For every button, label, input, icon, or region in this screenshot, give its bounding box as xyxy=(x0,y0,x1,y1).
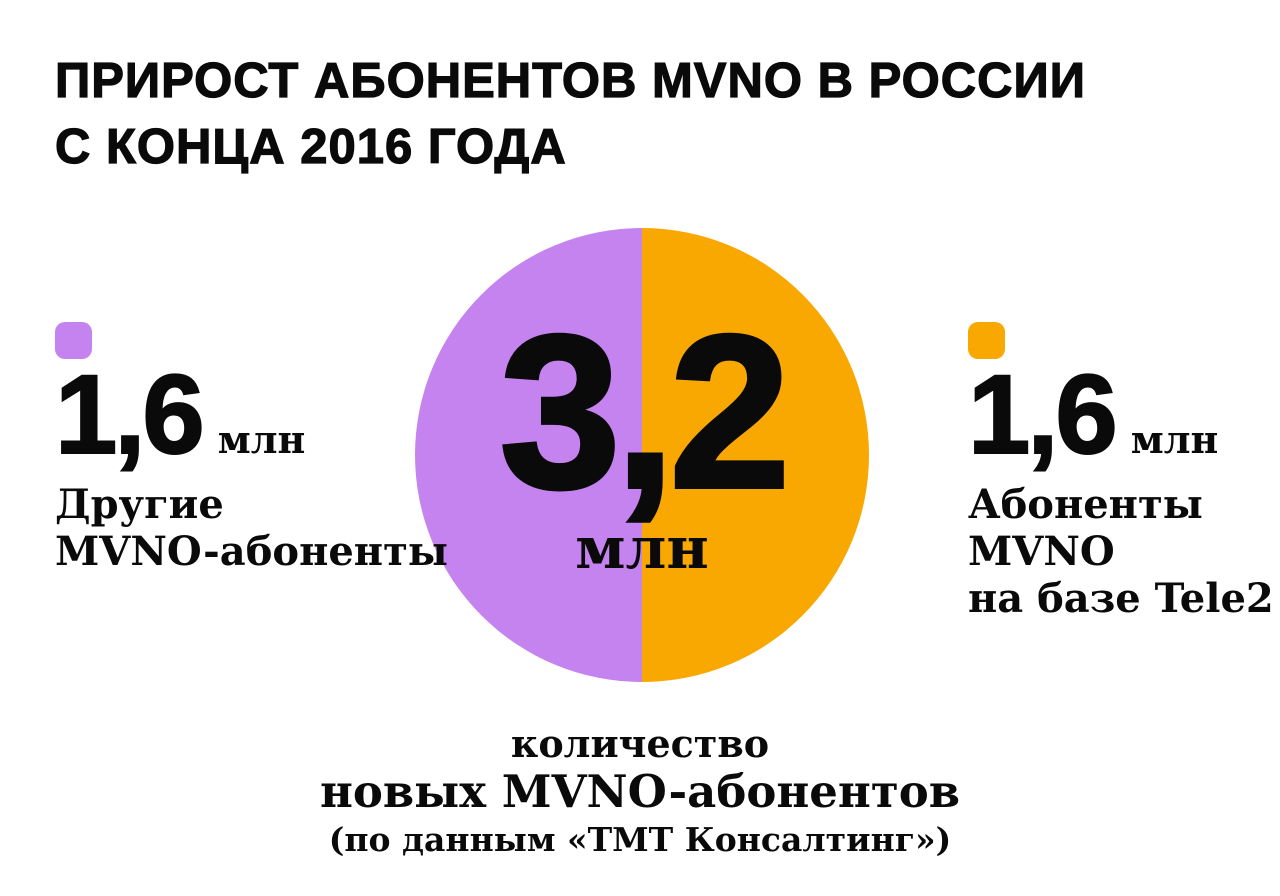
legend-right-swatch xyxy=(968,322,1005,359)
pie-total-value: 3,2 xyxy=(497,291,792,534)
legend-right-label: Абоненты MVNO на базе Tele2 xyxy=(968,481,1274,622)
legend-left-number: 1,6 млн xyxy=(54,352,448,477)
legend-right: 1,6 млн Абоненты MVNO на базе Tele2 xyxy=(967,322,1274,622)
legend-right-label-line3: на базе Tele2 xyxy=(968,575,1274,622)
legend-left-label-line2: MVNO-абоненты xyxy=(55,528,448,575)
legend-left-label: Другие MVNO-абоненты xyxy=(55,481,448,575)
legend-left-value: 1,6 xyxy=(54,352,206,477)
pie-total-unit: млн xyxy=(575,514,709,582)
legend-right-number: 1,6 млн xyxy=(967,352,1274,477)
legend-left-label-line1: Другие xyxy=(55,481,224,528)
legend-right-value: 1,6 xyxy=(967,352,1119,477)
pie-chart: 3,2 млн xyxy=(415,228,869,682)
legend-right-unit: млн xyxy=(1130,417,1219,462)
legend-right-label-line1: Абоненты xyxy=(968,481,1203,528)
legend-right-label-line2: MVNO xyxy=(968,528,1115,575)
legend-left: 1,6 млн Другие MVNO-абоненты xyxy=(54,322,448,575)
page-title-line2: С КОНЦА 2016 ГОДА xyxy=(54,119,567,174)
legend-left-swatch xyxy=(55,322,92,359)
caption-line1: количество xyxy=(510,721,770,766)
page-title: ПРИРОСТ АБОНЕНТОВ MVNO В РОССИИ С КОНЦА … xyxy=(54,48,1086,180)
caption-line2: новых MVNO-абонентов xyxy=(319,765,961,818)
chart-caption: количество новых MVNO-абонентов (по данн… xyxy=(0,722,1280,862)
legend-left-unit: млн xyxy=(217,417,306,462)
page-title-line1: ПРИРОСТ АБОНЕНТОВ MVNO В РОССИИ xyxy=(54,53,1086,108)
caption-source: (по данным «ТМТ Консалтинг») xyxy=(328,820,952,859)
